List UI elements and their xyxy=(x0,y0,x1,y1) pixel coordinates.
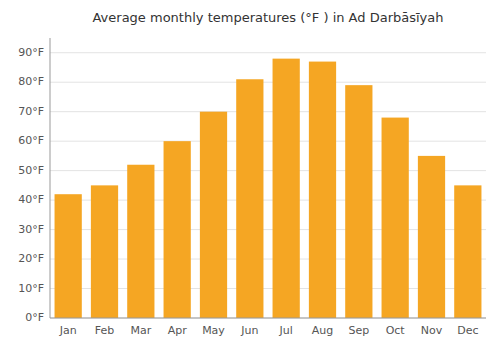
x-tick-label: Mar xyxy=(130,324,151,337)
y-tick-label: 90°F xyxy=(18,46,44,59)
x-tick-label: Jan xyxy=(59,324,77,337)
bar xyxy=(345,85,372,318)
y-tick-label: 40°F xyxy=(18,193,44,206)
x-tick-label: Sep xyxy=(348,324,369,337)
grid-line xyxy=(50,82,486,83)
bar xyxy=(454,185,481,318)
bar xyxy=(236,79,263,318)
bar xyxy=(127,165,154,318)
y-tick-label: 80°F xyxy=(18,75,44,88)
grid-line xyxy=(50,111,486,112)
x-tick-label: Nov xyxy=(421,324,443,337)
x-tick-label: Feb xyxy=(95,324,114,337)
y-tick-label: 10°F xyxy=(18,282,44,295)
y-tick-label: 0°F xyxy=(25,311,44,324)
x-tick-label: Jul xyxy=(279,324,293,337)
y-tick-label: 20°F xyxy=(18,252,44,265)
bar xyxy=(418,156,445,318)
y-tick-label: 50°F xyxy=(18,164,44,177)
bar xyxy=(91,185,118,318)
grid xyxy=(50,53,486,318)
grid-line xyxy=(50,52,486,53)
x-tick-label: Dec xyxy=(457,324,478,337)
x-tick-label: Jun xyxy=(240,324,258,337)
x-tick-label: Apr xyxy=(168,324,188,337)
title: Average monthly temperatures (°F ) in Ad… xyxy=(92,10,443,25)
x-ticks: Jan Feb Mar Apr May Jun Jul Aug Sep Oct Nov Dec xyxy=(59,324,479,337)
bar xyxy=(382,118,409,318)
grid-line xyxy=(50,318,486,319)
y-tick-label: 60°F xyxy=(18,134,44,147)
x-tick-label: Aug xyxy=(312,324,333,337)
bar xyxy=(164,141,191,318)
chart-container: 0°F 10°F 20°F 30°F 40°F 50°F 60°F 70°F 80°F 90°F J… xyxy=(0,0,500,350)
chart-svg: 0°F 10°F 20°F 30°F 40°F 50°F 60°F 70°F 80°F 90°F J… xyxy=(0,0,500,350)
x-axis-line xyxy=(50,318,486,319)
y-ticks: 0°F 10°F 20°F 30°F 40°F 50°F 60°F 70°F 80°F 90°F xyxy=(18,46,44,324)
bars xyxy=(55,59,482,318)
bar xyxy=(55,194,82,318)
y-tick-label: 30°F xyxy=(18,223,44,236)
bar xyxy=(309,62,336,318)
y-tick-label: 70°F xyxy=(18,105,44,118)
bar xyxy=(200,112,227,318)
page: {"chart_data": {"type": "bar", "title": … xyxy=(0,0,500,350)
x-tick-label: May xyxy=(202,324,225,337)
x-tick-label: Oct xyxy=(386,324,406,337)
grid-line xyxy=(50,141,486,142)
bar xyxy=(273,59,300,318)
y-axis-line xyxy=(50,38,51,318)
